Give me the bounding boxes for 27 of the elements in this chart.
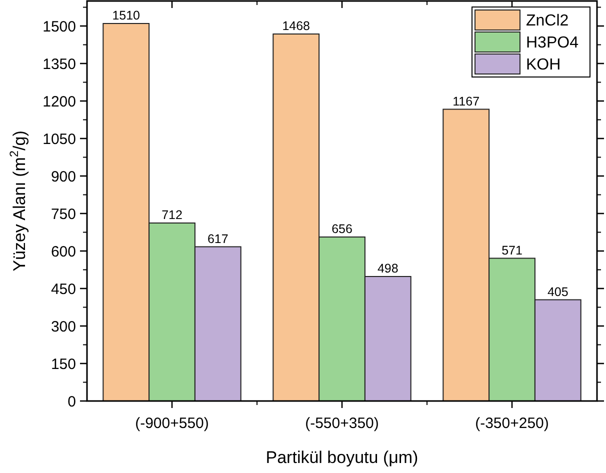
legend-label: KOH (526, 56, 561, 74)
y-tick-label: 1350 (42, 56, 76, 73)
y-tick-label: 1050 (42, 130, 76, 148)
y-tick-label: 1200 (42, 93, 76, 110)
x-tick-label: (-900+550) (135, 415, 209, 432)
y-tick-label: 750 (50, 206, 76, 223)
data-label: 617 (207, 232, 228, 246)
x-tick-label: (-350+250) (475, 415, 549, 432)
data-label: 1167 (452, 94, 480, 108)
data-label: 1468 (282, 19, 310, 33)
legend-label: H3PO4 (526, 34, 579, 52)
data-label: 712 (162, 208, 182, 222)
legend-label: ZnCl2 (526, 12, 569, 30)
y-tick-label: 1500 (42, 18, 76, 36)
data-label: 656 (332, 222, 352, 236)
data-label: 1510 (112, 8, 140, 22)
data-label: 405 (547, 284, 568, 299)
data-label: 498 (377, 262, 398, 276)
y-tick-label: 150 (50, 356, 76, 373)
y-tick-label: 450 (50, 280, 76, 298)
data-label: 571 (502, 243, 522, 258)
y-tick-label: 300 (50, 318, 76, 336)
y-tick-label: 0 (68, 393, 76, 410)
x-tick-label: (-550+350) (305, 415, 379, 432)
y-tick-label: 600 (50, 243, 76, 260)
x-axis-title: Partikül boyutu (μm) (266, 448, 418, 467)
y-tick-label: 900 (50, 168, 76, 186)
